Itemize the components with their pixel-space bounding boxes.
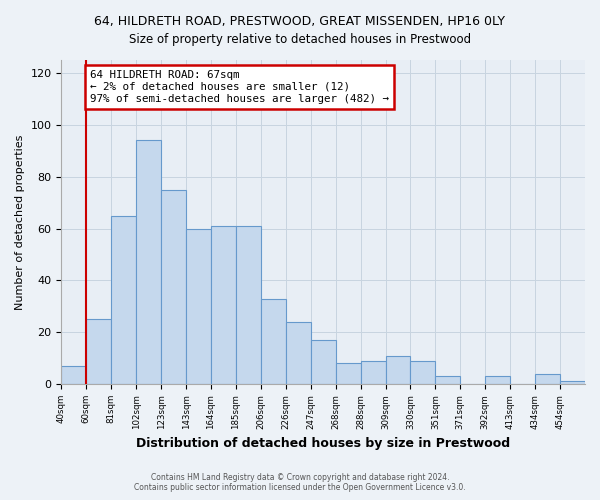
Text: 64, HILDRETH ROAD, PRESTWOOD, GREAT MISSENDEN, HP16 0LY: 64, HILDRETH ROAD, PRESTWOOD, GREAT MISS… xyxy=(95,15,505,28)
Bar xyxy=(261,298,286,384)
Y-axis label: Number of detached properties: Number of detached properties xyxy=(15,134,25,310)
Bar xyxy=(436,376,460,384)
Bar xyxy=(485,376,510,384)
Bar xyxy=(335,364,361,384)
Text: Contains HM Land Registry data © Crown copyright and database right 2024.
Contai: Contains HM Land Registry data © Crown c… xyxy=(134,473,466,492)
X-axis label: Distribution of detached houses by size in Prestwood: Distribution of detached houses by size … xyxy=(136,437,510,450)
Text: Size of property relative to detached houses in Prestwood: Size of property relative to detached ho… xyxy=(129,32,471,46)
Bar xyxy=(410,360,436,384)
Bar xyxy=(111,216,136,384)
Bar xyxy=(61,366,86,384)
Bar xyxy=(86,320,111,384)
Bar xyxy=(161,190,186,384)
Bar xyxy=(386,356,410,384)
Bar xyxy=(361,360,386,384)
Bar xyxy=(211,226,236,384)
Bar xyxy=(535,374,560,384)
Bar xyxy=(286,322,311,384)
Bar xyxy=(136,140,161,384)
Bar xyxy=(236,226,261,384)
Bar xyxy=(560,382,585,384)
Bar xyxy=(186,228,211,384)
Text: 64 HILDRETH ROAD: 67sqm
← 2% of detached houses are smaller (12)
97% of semi-det: 64 HILDRETH ROAD: 67sqm ← 2% of detached… xyxy=(90,70,389,104)
Bar xyxy=(311,340,335,384)
